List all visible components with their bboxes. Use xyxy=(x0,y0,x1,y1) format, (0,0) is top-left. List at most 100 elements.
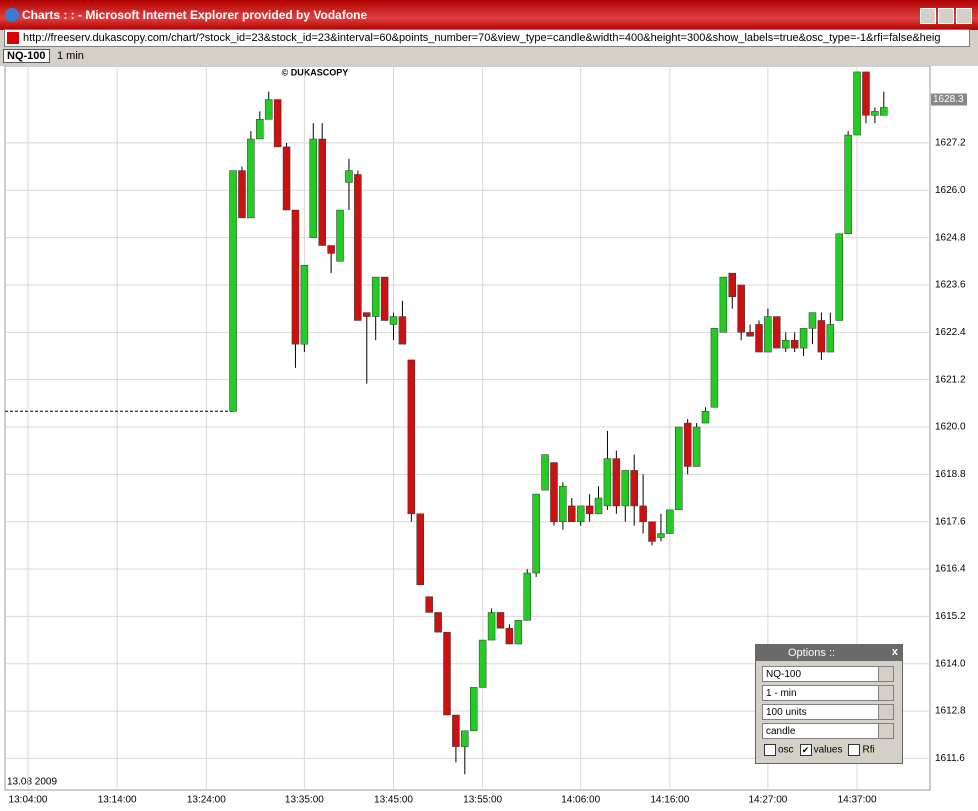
symbol-label: NQ-100 xyxy=(3,49,50,63)
candle-body xyxy=(273,99,282,148)
candle-body xyxy=(229,170,237,412)
y-tick-label: 1615.2 xyxy=(935,611,966,622)
last-price-box xyxy=(931,93,967,106)
candle-body xyxy=(425,596,433,613)
candle-body xyxy=(657,533,665,538)
view-select[interactable]: candle xyxy=(762,723,894,739)
candle-body xyxy=(862,71,870,116)
y-tick-label: 1622.4 xyxy=(935,327,966,338)
x-tick-label: 14:06:00 xyxy=(561,795,600,806)
candle-body xyxy=(532,493,540,574)
candle-body xyxy=(345,170,353,183)
candle-body xyxy=(817,320,826,353)
window-buttons[interactable] xyxy=(920,8,972,24)
candle-body xyxy=(354,174,362,321)
candle-body xyxy=(675,426,683,511)
ie-icon xyxy=(5,8,19,22)
candle-body xyxy=(443,631,451,716)
address-bar[interactable]: http://freeserv.dukascopy.com/chart/?sto… xyxy=(4,29,970,47)
checkbox[interactable]: ✔ values xyxy=(799,744,842,756)
candle-body xyxy=(790,339,799,349)
candle-body xyxy=(416,513,425,586)
options-close[interactable]: x xyxy=(891,646,898,658)
candle-body xyxy=(461,730,469,747)
candle-body xyxy=(701,410,710,424)
interval-label: 1 min xyxy=(57,50,84,62)
candle-body xyxy=(380,276,389,321)
candle-body xyxy=(434,612,442,633)
candle-body xyxy=(666,509,674,534)
x-tick-label: 13:45:00 xyxy=(374,795,413,806)
checkbox-label: osc xyxy=(778,744,794,756)
y-tick-label: 1621.2 xyxy=(935,374,966,385)
candle-body xyxy=(300,264,309,345)
y-tick-label: 1611.6 xyxy=(935,753,965,764)
candle-body xyxy=(871,111,879,116)
candle-body xyxy=(398,316,407,345)
y-tick-label: 1627.2 xyxy=(935,138,966,149)
candle-body xyxy=(363,312,371,317)
options-header: Options :: x xyxy=(756,645,902,661)
checkbox[interactable]: osc xyxy=(764,744,794,756)
x-tick-label: 13:14:00 xyxy=(98,795,137,806)
y-tick-label: 1623.6 xyxy=(935,280,966,291)
candle-body xyxy=(621,470,630,507)
candle-body xyxy=(799,328,808,349)
checkbox-label: Rfi xyxy=(862,744,875,756)
x-tick-label: 13:04:00 xyxy=(9,795,48,806)
candle-body xyxy=(808,312,817,329)
candle-body xyxy=(309,138,318,238)
candle-body xyxy=(291,209,300,345)
last-price-label: 1628.3 xyxy=(933,94,964,105)
window-title: Charts : : - Microsoft Internet Explorer… xyxy=(22,8,368,22)
candle-body xyxy=(719,276,728,333)
y-tick-label: 1624.8 xyxy=(935,232,966,243)
y-tick-label: 1612.8 xyxy=(935,706,966,717)
candle-body xyxy=(639,505,647,522)
options-title: Options :: xyxy=(788,647,836,659)
candle-body xyxy=(469,687,478,732)
title-bar: Charts : : - Microsoft Internet Explorer… xyxy=(0,0,978,30)
candle-body xyxy=(773,316,781,349)
units-select[interactable]: 100 units xyxy=(762,704,894,720)
y-tick-label: 1620.0 xyxy=(935,422,966,433)
plot-frame xyxy=(4,66,931,791)
candle-body xyxy=(407,359,416,515)
interval-select[interactable]: 1 - min xyxy=(762,685,894,701)
candle-body xyxy=(264,99,273,120)
checkbox[interactable]: Rfi xyxy=(848,744,875,756)
chart: © DUKASCOPY 13.08 2009 1611.6 1612.8 1614.… xyxy=(0,66,978,811)
y-tick-label: 1617.6 xyxy=(935,516,966,527)
checkbox-box[interactable] xyxy=(848,744,861,756)
candle-body xyxy=(585,505,594,515)
candle-body xyxy=(452,714,460,747)
candle-body xyxy=(487,612,496,641)
candle-body xyxy=(496,612,505,629)
y-tick-label: 1618.8 xyxy=(935,469,966,480)
candle-body xyxy=(710,328,719,408)
candle-body xyxy=(256,119,264,140)
x-tick-label: 13:24:00 xyxy=(187,795,226,806)
candle-body xyxy=(568,505,576,522)
candle-body xyxy=(737,284,745,333)
candle-body xyxy=(844,134,852,234)
x-tick-label: 14:27:00 xyxy=(748,795,787,806)
address-url: http://freeserv.dukascopy.com/chart/?sto… xyxy=(23,32,941,44)
watermark: © DUKASCOPY xyxy=(282,67,349,77)
candle-body xyxy=(835,233,843,321)
candle-body xyxy=(371,276,380,317)
candle-body xyxy=(781,339,790,349)
candle-body xyxy=(648,521,656,542)
checkbox-box[interactable]: ✔ xyxy=(799,744,812,756)
candle-body xyxy=(389,316,398,325)
candle-body xyxy=(755,324,763,353)
x-tick-label: 13:55:00 xyxy=(463,795,502,806)
symbol-select[interactable]: NQ-100 xyxy=(762,666,894,682)
y-tick-label: 1626.0 xyxy=(935,185,966,196)
candle-body xyxy=(523,572,531,621)
candle-body xyxy=(683,422,692,467)
candle-body xyxy=(505,627,514,645)
checkbox-box[interactable] xyxy=(764,744,776,756)
candle-body xyxy=(853,71,861,136)
